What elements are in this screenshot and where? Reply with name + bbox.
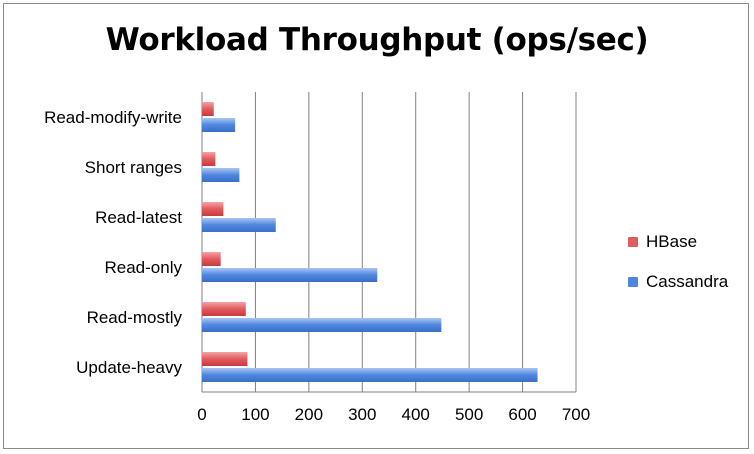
bar-hbase <box>202 202 224 216</box>
legend-item: Cassandra <box>628 272 748 292</box>
chart-title: Workload Throughput (ops/sec) <box>105 22 649 58</box>
x-tick-label: 300 <box>348 405 376 424</box>
bar-cassandra <box>202 318 442 332</box>
legend-label: Cassandra <box>646 272 729 291</box>
bar-cassandra <box>202 218 276 232</box>
bar-cassandra <box>202 268 378 282</box>
legend-label: HBase <box>646 232 698 251</box>
bar-cassandra <box>202 168 240 182</box>
x-tick-label: 500 <box>455 405 483 424</box>
bar-hbase <box>202 102 214 116</box>
x-tick-label: 600 <box>508 405 536 424</box>
bar-hbase <box>202 252 221 266</box>
bar-cassandra <box>202 368 538 382</box>
bar-cassandra <box>202 118 236 132</box>
y-category-label: Update-heavy <box>76 358 182 377</box>
legend-swatch <box>628 237 638 247</box>
y-category-label: Read-mostly <box>87 308 183 327</box>
x-tick-label: 700 <box>562 405 590 424</box>
y-category-label: Short ranges <box>85 158 182 177</box>
x-tick-label: 400 <box>402 405 430 424</box>
legend: HBase Cassandra <box>628 232 748 312</box>
y-category-label: Read-only <box>105 258 183 277</box>
bar-hbase <box>202 152 216 166</box>
legend-swatch <box>628 277 638 287</box>
legend-item: HBase <box>628 232 748 252</box>
x-tick-label: 0 <box>197 405 206 424</box>
x-tick-label: 200 <box>295 405 323 424</box>
y-category-label: Read-modify-write <box>44 108 182 127</box>
bar-hbase <box>202 352 248 366</box>
x-tick-label: 100 <box>241 405 269 424</box>
bar-hbase <box>202 302 246 316</box>
y-category-label: Read-latest <box>95 208 182 227</box>
